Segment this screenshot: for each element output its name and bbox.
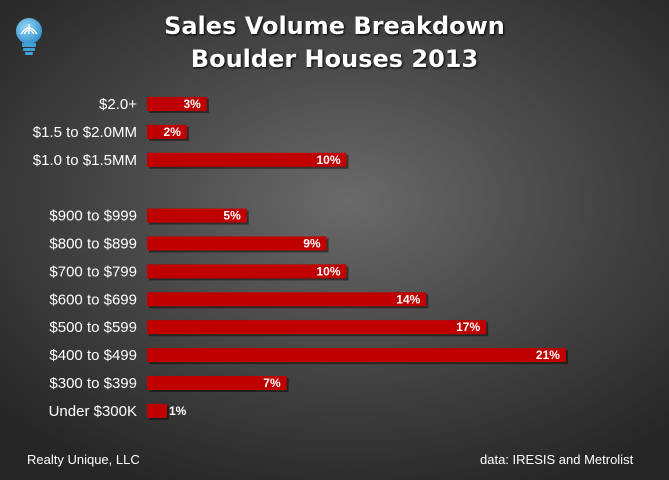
data-label: 14% [396,292,420,306]
category-label: $1.0 to $1.5MM [33,152,137,169]
bar [147,236,327,251]
category-label: $700 to $799 [49,263,137,280]
bar [147,403,167,418]
footer-credit: Realty Unique, LLC [27,452,140,467]
data-label: 10% [316,264,340,278]
bar [147,97,207,111]
data-label: 5% [223,209,241,223]
data-label: 3% [184,97,202,111]
bar [147,320,487,335]
data-label: 1% [169,404,187,418]
bar [147,348,566,363]
data-label: 9% [303,237,321,251]
bar [147,376,287,390]
category-label: $300 to $399 [49,375,137,392]
bar [147,264,347,279]
footer-source: data: IRESIS and Metrolist [480,452,634,467]
category-label: $1.5 to $2.0MM [33,124,137,141]
chart-title-line2: Boulder Houses 2013 [190,45,479,73]
chart-title-line1: Sales Volume Breakdown [164,12,505,40]
data-label: 21% [536,348,560,362]
lightbulb-icon [12,16,46,63]
category-label: $600 to $699 [49,291,137,308]
bar [147,208,247,223]
data-label: 7% [263,376,281,390]
data-label: 17% [456,320,480,334]
bar [147,124,187,139]
category-label: Under $300K [49,403,137,420]
bar [147,292,427,307]
data-label: 10% [316,153,340,167]
category-label: $2.0+ [99,96,137,113]
category-label: $500 to $599 [49,319,137,336]
bar [147,152,347,167]
data-label: 2% [164,125,182,139]
category-label: $900 to $999 [49,208,137,225]
category-label: $800 to $899 [49,236,137,253]
category-label: $400 to $499 [49,347,137,364]
